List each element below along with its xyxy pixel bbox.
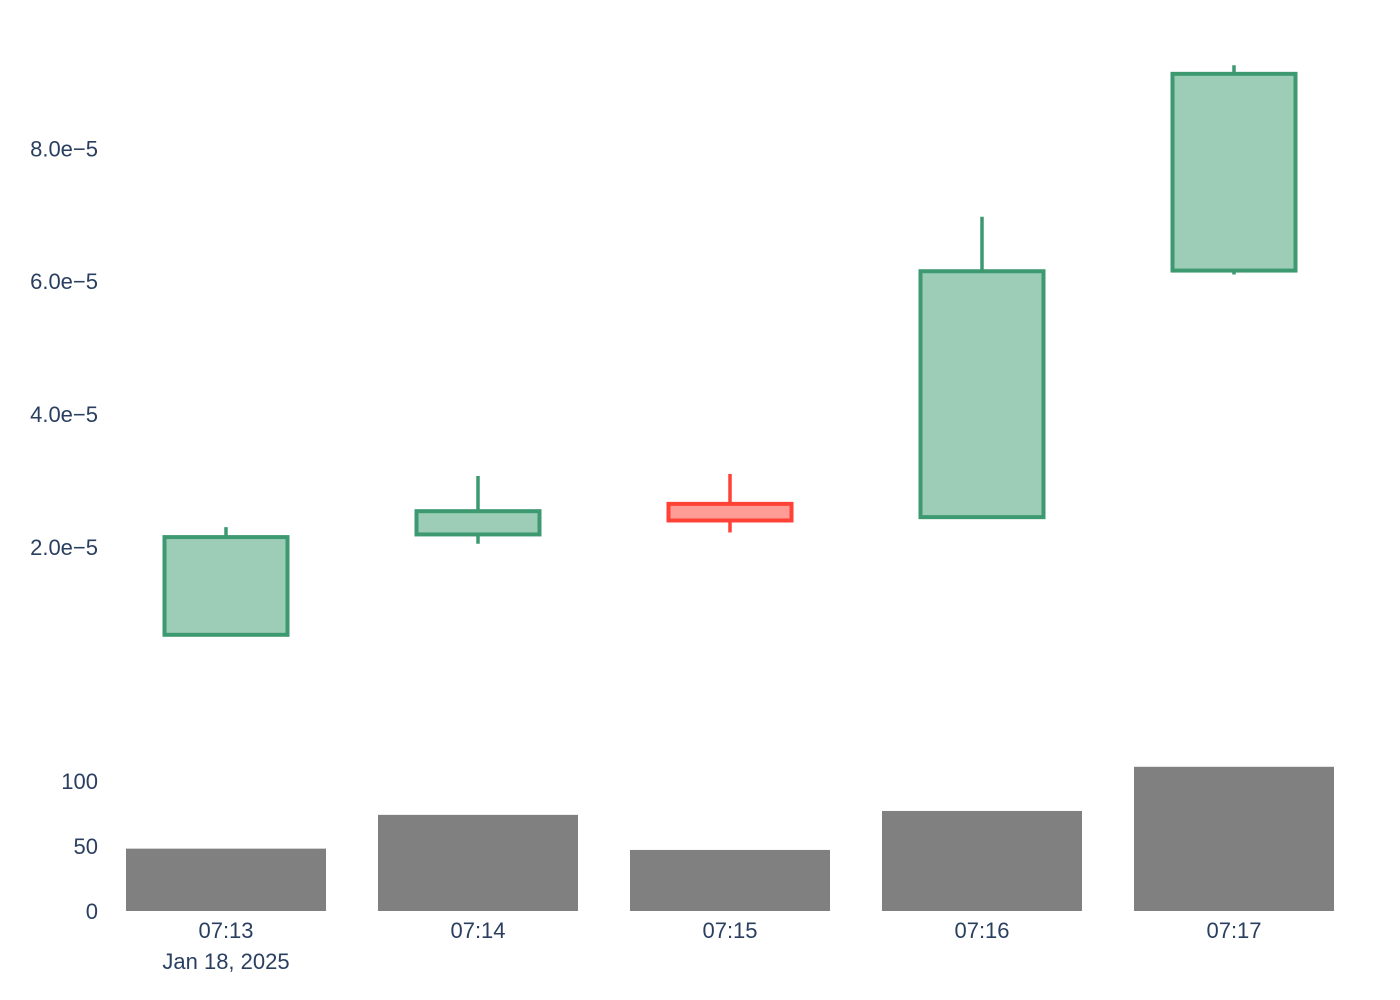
volume-bar-0717 [1134,766,1334,911]
candle-body [162,535,290,637]
volume-tick-label: 50 [74,834,98,859]
volume-tick-label: 0 [86,899,98,924]
candle-body [414,509,542,537]
volume-axis: 0 50 100 [61,769,98,924]
price-tick-label: 8.0e−5 [30,136,98,161]
candle-0717 [1170,65,1298,275]
time-axis: 07:13 07:14 07:15 07:16 07:17 [198,918,1261,943]
time-tick-label: 07:13 [198,918,253,943]
candle-body [666,501,794,523]
volume-bar-0716 [882,810,1082,911]
volume-bar-0713 [126,848,326,911]
time-tick-label: 07:17 [1206,918,1261,943]
price-axis: 2.0e−5 4.0e−5 6.0e−5 8.0e−5 [30,136,98,560]
volume-bar-0714 [378,814,578,911]
date-label: Jan 18, 2025 [162,949,289,974]
candle-0713 [162,527,290,637]
volume-tick-label: 100 [61,769,98,794]
price-tick-label: 2.0e−5 [30,535,98,560]
time-tick-label: 07:15 [702,918,757,943]
candle-0715 [666,473,794,533]
candle-0714 [414,475,542,544]
candlestick-panel [162,65,1298,637]
time-tick-label: 07:14 [450,918,505,943]
price-tick-label: 6.0e−5 [30,269,98,294]
volume-bar-0715 [630,849,830,911]
time-tick-label: 07:16 [954,918,1009,943]
price-tick-label: 4.0e−5 [30,402,98,427]
candle-body [1170,71,1298,273]
candle-body [918,269,1046,520]
volume-panel [126,766,1334,911]
candle-0716 [918,216,1046,520]
